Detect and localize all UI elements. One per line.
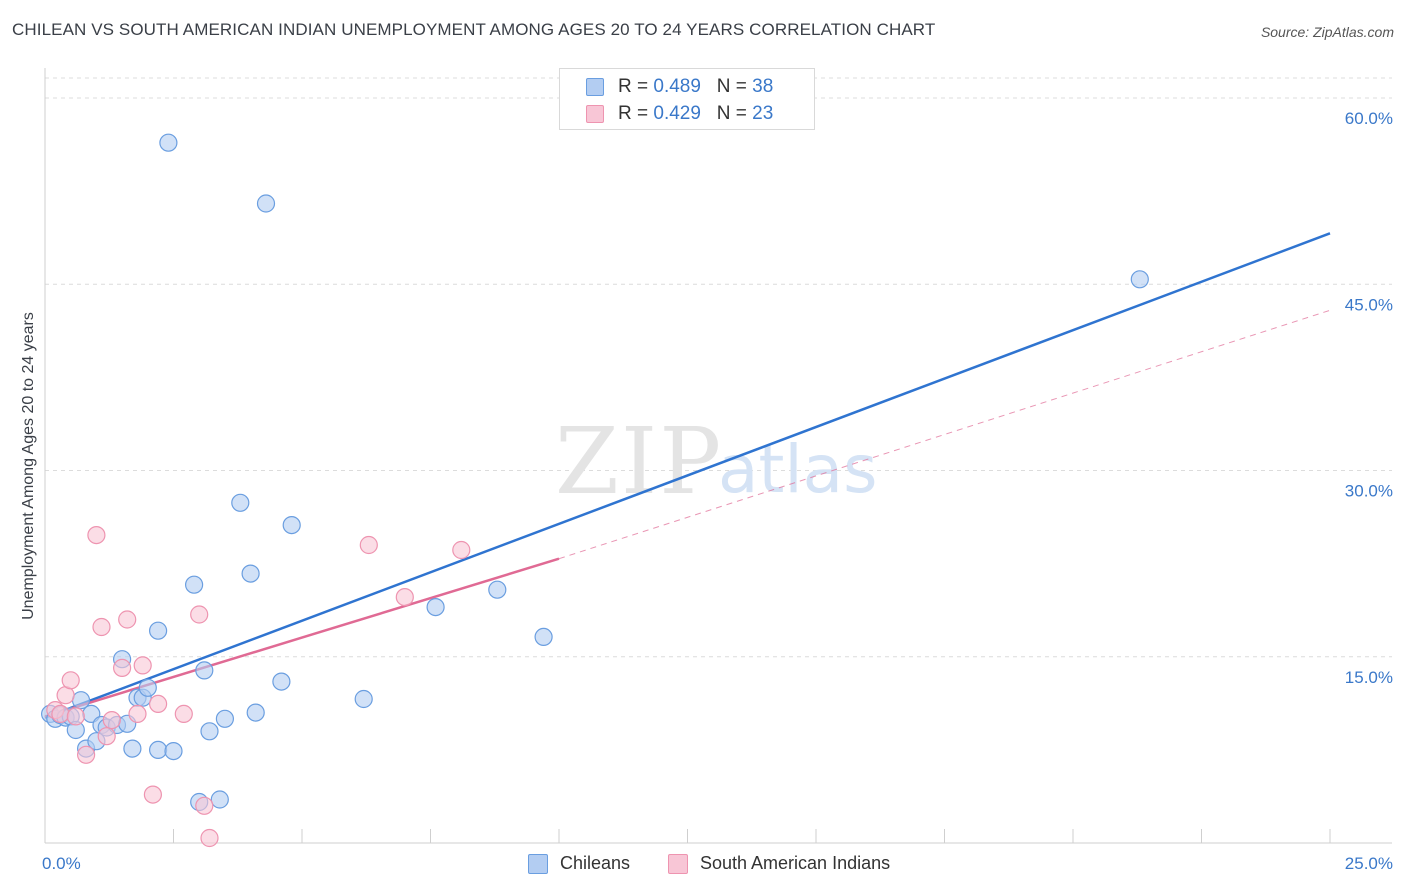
chileans-point [354, 689, 373, 709]
south-american-indians-trendline [44, 557, 560, 718]
south-american-indians-point [51, 704, 70, 724]
y-tick-label: 45.0% [1345, 295, 1393, 314]
y-tick-label: 60.0% [1345, 109, 1393, 128]
source-credit: Source: ZipAtlas.com [1260, 24, 1394, 40]
chileans-point [159, 133, 178, 152]
south-american-indians-point [87, 525, 106, 545]
series-legend: Chileans South American Indians [0, 853, 1406, 877]
south-american-indians-point [143, 785, 162, 804]
chart-title: CHILEAN VS SOUTH AMERICAN INDIAN UNEMPLO… [12, 20, 936, 39]
south-american-indians-point [149, 694, 168, 714]
south-american-indians-label: South American Indians [700, 853, 891, 873]
chileans-point [534, 627, 553, 647]
x-tick-label-max: 25.0% [1345, 854, 1393, 873]
trendlines [44, 232, 1331, 719]
south-american-indians-point [97, 727, 116, 746]
chileans-point [246, 703, 265, 722]
legend-r-value: 0.489 [653, 76, 701, 97]
stats-legend: R = 0.489 N = 38 R = 0.429 N = 23 [559, 68, 815, 130]
chileans-point [200, 722, 219, 741]
watermark-zip: ZIP [555, 408, 723, 515]
south-american-indians-point [174, 704, 193, 724]
chileans-point [215, 709, 234, 728]
south-american-indians-swatch [668, 854, 688, 874]
chileans-point [241, 564, 260, 583]
watermark-atlas: atlas [718, 431, 878, 508]
legend-r-value: 0.429 [653, 103, 701, 124]
chileans-point [164, 741, 183, 761]
x-tick-label-min: 0.0% [42, 854, 81, 873]
south-american-indians-trendline-extension [558, 309, 1331, 560]
legend-swatch-pink [586, 105, 604, 123]
south-american-indians-point [195, 796, 214, 815]
data-points [40, 133, 1149, 848]
legend-n-label: N = [716, 103, 753, 124]
tick-labels: 15.0% 30.0% 45.0% 60.0% 0.0% 25.0% [42, 109, 1393, 873]
chileans-point [210, 790, 229, 809]
legend-n-value: 38 [752, 76, 774, 97]
south-american-indians-point [66, 707, 85, 726]
chileans-point [195, 661, 214, 680]
legend-n-label: N = [716, 76, 753, 97]
south-american-indians-point [112, 658, 132, 678]
legend-swatch-blue [586, 78, 604, 96]
legend-n-value: 23 [752, 103, 774, 124]
south-american-indians-point [102, 710, 121, 730]
south-american-indians-point [190, 605, 209, 624]
south-american-indians-point [76, 745, 96, 764]
south-american-indians-point [92, 617, 111, 637]
south-american-indians-point [452, 540, 471, 560]
y-tick-label: 30.0% [1345, 482, 1393, 501]
legend-r-label: R = [618, 103, 654, 124]
south-american-indians-point [359, 535, 378, 555]
south-american-indians-point [395, 587, 414, 607]
chileans-point [1130, 270, 1149, 289]
chileans-trendline [44, 232, 1331, 719]
chileans-point [231, 493, 250, 512]
south-american-indians-point [118, 610, 137, 629]
legend-r-label: R = [618, 76, 654, 97]
watermark: ZIP atlas [555, 408, 878, 515]
y-tick-label: 15.0% [1345, 668, 1393, 687]
chileans-point [282, 515, 301, 535]
south-american-indians-point [61, 671, 80, 690]
south-american-indians-point [200, 828, 219, 848]
chileans-point [185, 575, 204, 594]
chileans-point [488, 580, 507, 599]
south-american-indians-point [128, 704, 147, 724]
chileans-point [149, 740, 168, 760]
chileans-point [138, 678, 157, 697]
chileans-point [256, 194, 276, 213]
chileans-swatch [528, 854, 548, 874]
chileans-point [149, 621, 168, 640]
south-american-indians-point [133, 656, 152, 675]
chileans-point [426, 597, 445, 617]
chileans-point [272, 672, 291, 691]
chileans-label: Chileans [560, 853, 631, 873]
chileans-point [123, 739, 142, 758]
